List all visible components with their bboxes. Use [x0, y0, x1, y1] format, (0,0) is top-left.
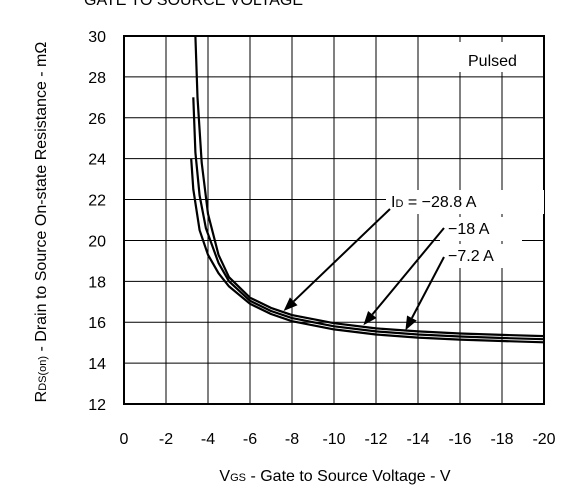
x-axis-label: VGS - Gate to Source Voltage - V [219, 468, 450, 485]
plot-frame [123, 35, 545, 405]
arrow-head-0 [283, 297, 298, 311]
x-tick-label: -12 [364, 431, 387, 448]
series-label-bg [386, 190, 544, 214]
arrow-shaft-0 [293, 208, 391, 303]
series-label-0: ID = −28.8 A [391, 194, 477, 211]
chart-title: GATE TO SOURCE VOLTAGE [84, 0, 303, 9]
pulsed-label-bg [456, 42, 540, 72]
series-line-0 [194, 35, 545, 338]
x-tick-label: -20 [532, 431, 555, 448]
annotations: Pulsed ID = −28.8 A −18 A −7.2 A [283, 42, 544, 331]
y-tick-label: 26 [88, 111, 106, 128]
y-tick-label: 28 [88, 70, 106, 87]
y-tick-label: 24 [88, 152, 106, 169]
y-tick-labels: 12 14 16 18 20 22 24 26 28 30 [88, 29, 106, 414]
y-tick-label: 18 [88, 274, 106, 291]
x-tick-label: -4 [201, 431, 215, 448]
y-tick-label: 20 [88, 233, 106, 250]
x-tick-label: -16 [448, 431, 471, 448]
pulsed-label: Pulsed [468, 53, 517, 70]
series-line-1 [192, 97, 545, 341]
y-axis-label: RDS(on) - Drain to Source On-state Resis… [33, 42, 50, 403]
x-tick-label: -6 [243, 431, 257, 448]
arrow-shaft-2 [411, 256, 445, 319]
series-label-bg [440, 217, 522, 241]
x-tick-label: 0 [120, 431, 129, 448]
curves [190, 35, 545, 344]
x-tick-label: -14 [406, 431, 429, 448]
arrow-head-2 [405, 315, 417, 331]
x-tick-label: -10 [322, 431, 345, 448]
x-tick-label: -2 [159, 431, 173, 448]
y-tick-label: 12 [88, 397, 106, 414]
series-label-1: −18 A [448, 221, 490, 238]
y-tick-label: 30 [88, 29, 106, 46]
arrow-shaft-1 [371, 227, 445, 316]
series-label-bg [440, 244, 522, 268]
series-label-2: −7.2 A [448, 248, 494, 265]
x-tick-labels: 0 -2 -4 -6 -8 -10 -12 -14 -16 -18 -20 [120, 431, 556, 448]
x-tick-label: -18 [490, 431, 513, 448]
y-tick-label: 16 [88, 315, 106, 332]
arrow-head-1 [363, 310, 377, 326]
y-tick-label: 22 [88, 193, 106, 210]
y-tick-label: 14 [88, 356, 106, 373]
x-tick-label: -8 [285, 431, 299, 448]
series-line-2 [190, 158, 545, 344]
